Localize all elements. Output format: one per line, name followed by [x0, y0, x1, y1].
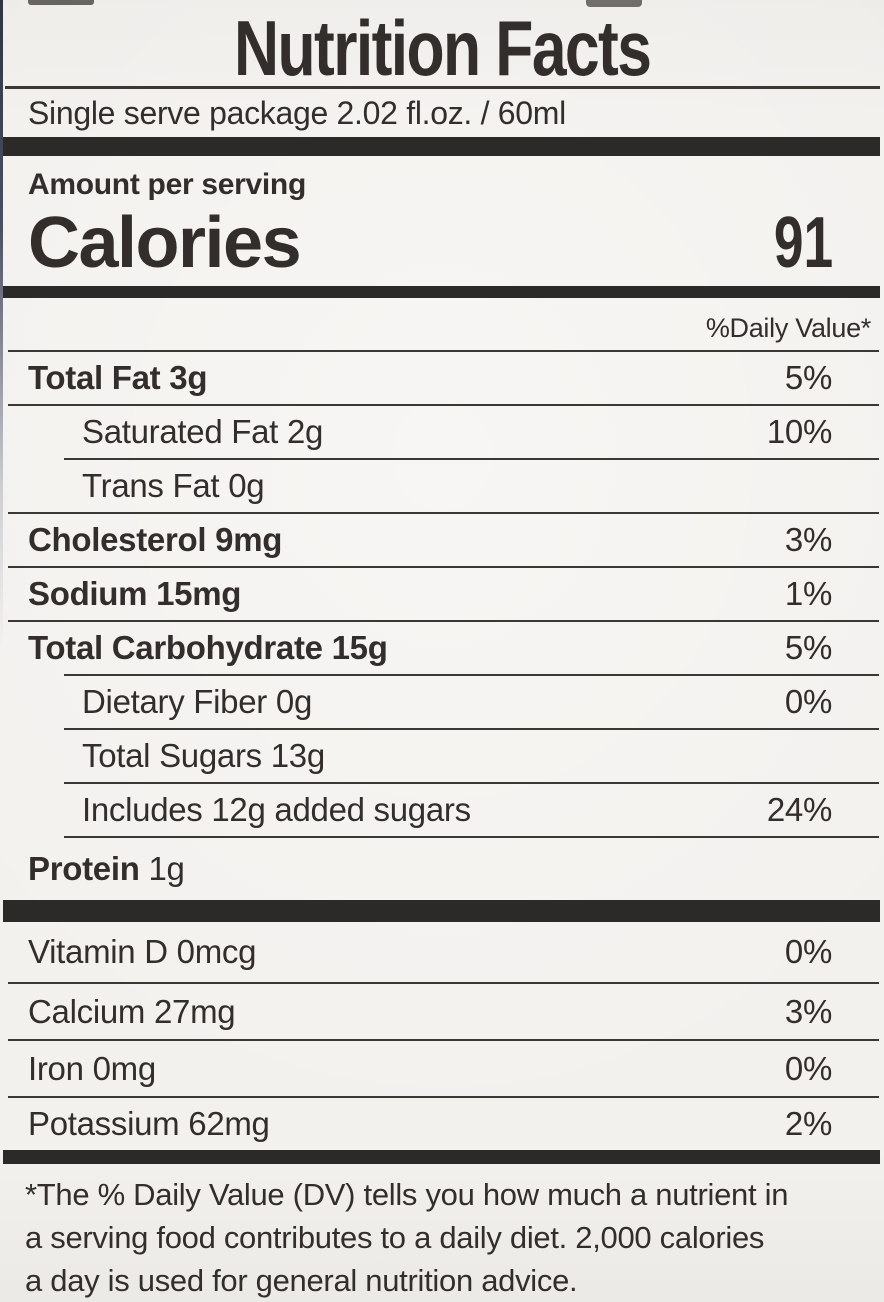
nutrient-dv: 3%	[784, 992, 832, 1030]
scan-smudge	[586, 0, 642, 7]
divider-hairline	[8, 350, 879, 352]
label-title: Nutrition Facts	[0, 4, 884, 92]
serving-size-statement: Single serve package 2.02 fl.oz. / 60ml	[28, 95, 566, 131]
divider-hairline	[8, 1096, 879, 1098]
nutrient-name: Total Fat 3g	[28, 359, 208, 396]
calories-label: Calories	[28, 203, 302, 283]
divider-hairline	[8, 982, 879, 984]
nutrient-dv: 0%	[784, 933, 832, 970]
nutrient-dv: 24%	[766, 791, 832, 828]
nutrient-name: Total Sugars 13g	[82, 737, 325, 774]
row-trans-fat: Trans Fat 0g	[0, 460, 884, 512]
nutrient-name: Sodium 15mg	[28, 575, 242, 612]
row-added-sugars: Includes 12g added sugars 24%	[0, 784, 884, 836]
divider-hairline-indented	[64, 728, 879, 730]
divider-thick	[3, 900, 880, 922]
calories-row: Calories 91	[0, 206, 884, 280]
row-protein: Protein 1g	[0, 838, 884, 900]
divider-hairline-indented	[64, 674, 879, 676]
divider-hairline-indented	[64, 836, 879, 838]
divider-hairline-indented	[64, 782, 879, 784]
footnote-line: a day is used for general nutrition advi…	[25, 1263, 578, 1298]
nutrient-name: Protein 1g	[28, 850, 185, 887]
row-vitamin-d: Vitamin D 0mcg 0%	[0, 922, 884, 982]
nutrient-dv: 1%	[784, 575, 832, 612]
row-cholesterol: Cholesterol 9mg 3%	[0, 514, 884, 566]
daily-value-header: %Daily Value*	[705, 313, 871, 343]
divider-thick	[3, 137, 880, 156]
nutrient-name: Trans Fat 0g	[82, 467, 265, 504]
divider-medium	[3, 286, 880, 298]
row-dietary-fiber: Dietary Fiber 0g 0%	[0, 676, 884, 728]
divider-hairline	[8, 566, 879, 568]
amount-per-serving-label: Amount per serving	[28, 168, 306, 201]
divider-thin	[5, 86, 880, 89]
divider-hairline-indented	[64, 458, 879, 460]
nutrient-name: Iron 0mg	[28, 1049, 156, 1087]
nutrient-name: Cholesterol 9mg	[28, 521, 283, 558]
footnote-line: *The % Daily Value (DV) tells you how mu…	[25, 1177, 789, 1212]
row-calcium: Calcium 27mg 3%	[0, 984, 884, 1039]
nutrient-name: Includes 12g added sugars	[82, 791, 471, 828]
nutrient-dv: 3%	[784, 521, 832, 558]
calories-value: 91	[773, 203, 833, 283]
row-potassium: Potassium 62mg 2%	[0, 1098, 884, 1150]
divider-hairline	[8, 620, 879, 622]
row-iron: Iron 0mg 0%	[0, 1041, 884, 1096]
nutrient-dv: 0%	[784, 683, 832, 720]
row-sodium: Sodium 15mg 1%	[0, 568, 884, 620]
nutrient-dv: 2%	[784, 1105, 832, 1142]
row-total-carbohydrate: Total Carbohydrate 15g 5%	[0, 622, 884, 674]
nutrient-dv: 0%	[784, 1049, 832, 1087]
nutrient-dv: 5%	[784, 359, 832, 396]
nutrient-name: Calcium 27mg	[28, 992, 236, 1030]
nutrient-dv: 10%	[766, 413, 832, 450]
scan-edge-artifact	[0, 0, 3, 650]
footnote-line: a serving food contributes to a daily di…	[25, 1220, 765, 1255]
scan-smudge	[28, 0, 94, 5]
nutrient-name: Potassium 62mg	[28, 1105, 270, 1142]
divider-hairline	[8, 512, 879, 514]
row-total-fat: Total Fat 3g 5%	[0, 352, 884, 404]
nutrient-name: Saturated Fat 2g	[82, 413, 324, 450]
label-title-text: Nutrition Facts	[233, 4, 652, 92]
nutrient-name: Dietary Fiber 0g	[82, 683, 312, 720]
row-total-sugars: Total Sugars 13g	[0, 730, 884, 782]
row-saturated-fat: Saturated Fat 2g 10%	[0, 406, 884, 458]
divider-hairline	[8, 404, 879, 406]
nutrient-name: Vitamin D 0mcg	[28, 933, 257, 970]
nutrient-dv: 5%	[784, 629, 832, 666]
divider-thick	[3, 1150, 880, 1164]
nutrient-name: Total Carbohydrate 15g	[28, 629, 388, 666]
daily-value-footnote: *The % Daily Value (DV) tells you how mu…	[0, 1173, 884, 1302]
divider-hairline	[8, 1039, 879, 1041]
